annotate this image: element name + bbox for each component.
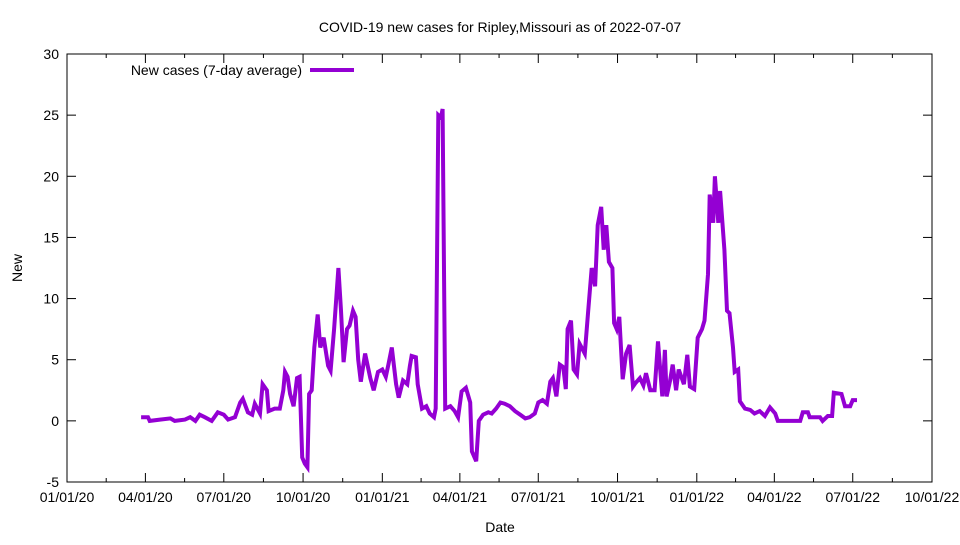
y-tick-label: 15: [43, 229, 59, 245]
y-tick-label: 25: [43, 107, 59, 123]
x-tick-label: 01/01/20: [40, 489, 95, 505]
x-tick-label: 04/01/21: [433, 489, 488, 505]
x-tick-label: 10/01/21: [590, 489, 645, 505]
x-axis-label: Date: [485, 519, 515, 535]
x-tick-label: 07/01/20: [197, 489, 252, 505]
x-tick-label: 10/01/20: [276, 489, 331, 505]
chart-title: COVID-19 new cases for Ripley,Missouri a…: [319, 19, 682, 35]
y-tick-label: 10: [43, 291, 59, 307]
y-tick-label: 5: [51, 352, 59, 368]
x-tick-label: 01/01/21: [355, 489, 410, 505]
x-tick-label: 04/01/22: [747, 489, 802, 505]
legend-label: New cases (7-day average): [131, 62, 302, 78]
y-tick-label: 20: [43, 168, 59, 184]
x-tick-label: 07/01/21: [511, 489, 566, 505]
legend: New cases (7-day average): [131, 62, 354, 78]
x-tick-label: 10/01/22: [905, 489, 960, 505]
y-tick-label: -5: [47, 474, 60, 490]
y-tick-label: 0: [51, 413, 59, 429]
x-tick-label: 01/01/22: [670, 489, 725, 505]
series-line-new-cases: [141, 108, 857, 474]
y-tick-label: 30: [43, 46, 59, 62]
x-tick-label: 07/01/22: [825, 489, 880, 505]
x-tick-label: 04/01/20: [118, 489, 173, 505]
y-axis-label: New: [9, 253, 25, 282]
plot-border: [66, 53, 933, 483]
